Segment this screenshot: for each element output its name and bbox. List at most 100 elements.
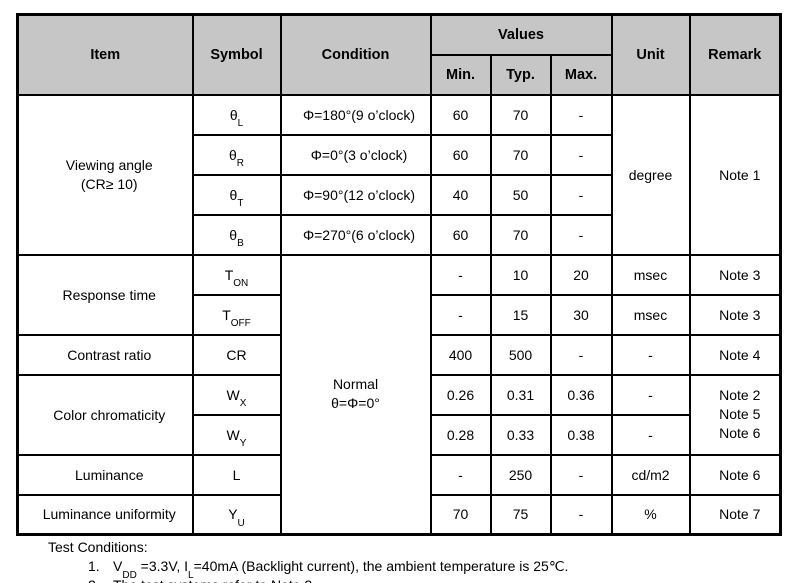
cell-unit-w-y: - — [610, 413, 691, 456]
cell-unit-l: cd/m2 — [610, 453, 691, 496]
symbol-base: T — [224, 266, 234, 283]
cell-typ-theta-l: 70 — [489, 93, 552, 136]
symbol-base: W — [226, 386, 240, 403]
test-condition-2: 2. The test systems refer to Note 2 — [88, 576, 800, 583]
chromaticity-remark-line2: Note 5 — [719, 406, 761, 422]
symbol-sub: T — [237, 198, 244, 210]
test-condition-2-text: The test systems refer to Note 2 — [113, 576, 312, 583]
cell-symbol-t-off: TOFF — [191, 293, 282, 336]
cell-typ-t-off: 15 — [489, 293, 552, 336]
cell-typ-t-on: 10 — [489, 253, 552, 296]
row-w-x: Color chromaticity WX 0.26 0.31 0.36 - N… — [16, 373, 782, 456]
normal-condition-line1: Normal — [332, 376, 379, 393]
test-conditions-title: Test Conditions: — [48, 539, 148, 555]
cell-symbol-cr: CR — [191, 333, 282, 376]
cell-min-t-off: - — [429, 293, 492, 336]
header-remark: Remark — [688, 13, 782, 96]
test-condition-1-number: 1. — [88, 558, 100, 574]
symbol-base: CR — [226, 346, 247, 363]
cell-max-y-u: - — [549, 493, 613, 536]
cell-unit-t-off: msec — [610, 293, 691, 336]
symbol-base: θ — [228, 146, 237, 163]
row-theta-t: θT Φ=90°(12 o’clock) 40 50 - — [18, 173, 781, 216]
header-unit: Unit — [610, 13, 691, 96]
cell-remark-t-off: Note 3 — [688, 293, 782, 336]
cell-max-l: - — [549, 453, 613, 496]
chromaticity-remark-line1: Note 2 — [719, 387, 761, 403]
header-typ: Typ. — [489, 53, 552, 96]
row-theta-b: θB Φ=270°(6 o’clock) 60 70 - — [18, 213, 781, 256]
cell-item-luminance-uniformity: Luminance uniformity — [16, 493, 194, 536]
cell-symbol-t-on: TON — [191, 253, 282, 296]
row-w-y: WY 0.28 0.33 0.38 - — [18, 413, 781, 456]
cell-max-theta-r: - — [549, 133, 613, 176]
cell-typ-cr: 500 — [489, 333, 552, 376]
symbol-base: T — [222, 306, 231, 323]
cell-unit-cr: - — [610, 333, 691, 376]
cell-max-t-off: 30 — [549, 293, 613, 336]
cell-min-theta-l: 60 — [429, 93, 492, 136]
symbol-base: θ — [229, 226, 238, 243]
test-condition-1: 1. VDD =3.3V, IL=40mA (Backlight current… — [88, 557, 800, 580]
cell-min-theta-t: 40 — [429, 173, 492, 216]
cell-typ-theta-r: 70 — [489, 133, 552, 176]
viewing-angle-line1: Viewing angle — [65, 156, 153, 173]
symbol-base: Y — [228, 506, 238, 523]
cell-cond-theta-l: Φ=180°(9 o’clock) — [279, 93, 432, 136]
header-min: Min. — [429, 53, 492, 96]
test-condition-2-number: 2. — [88, 576, 113, 583]
symbol-sub: OFF — [230, 318, 251, 330]
row-theta-l: Viewing angle (CR≥ 10) θL Φ=180°(9 o’clo… — [16, 93, 782, 256]
cell-unit-viewing-angle: degree — [610, 93, 691, 256]
cell-remark-chromaticity: Note 2 Note 5 Note 6 — [688, 373, 782, 456]
cell-min-y-u: 70 — [429, 493, 492, 536]
cell-max-cr: - — [549, 333, 613, 376]
cell-symbol-y-u: YU — [191, 493, 282, 536]
cell-item-luminance: Luminance — [16, 453, 194, 496]
cell-typ-theta-t: 50 — [489, 173, 552, 216]
symbol-sub: X — [239, 398, 247, 410]
row-luminance-uniformity: Luminance uniformity YU 70 75 - % Note 7 — [16, 493, 782, 536]
text-part: =3.3V, I — [136, 558, 189, 574]
cell-max-w-y: 0.38 — [549, 413, 613, 456]
header-condition: Condition — [279, 13, 432, 96]
header-row-2: Min. Typ. Max. — [18, 53, 781, 96]
cell-min-w-x: 0.26 — [429, 373, 492, 416]
cell-remark-l: Note 6 — [688, 453, 782, 496]
symbol-base: θ — [229, 186, 238, 203]
text-sub: L — [188, 569, 194, 581]
cell-max-w-x: 0.36 — [549, 373, 613, 416]
cell-cond-theta-b: Φ=270°(6 o’clock) — [279, 213, 432, 256]
cell-min-theta-b: 60 — [429, 213, 492, 256]
cell-remark-y-u: Note 7 — [688, 493, 782, 536]
row-t-off: TOFF - 15 30 msec Note 3 — [18, 293, 782, 336]
cell-item-viewing-angle: Viewing angle (CR≥ 10) — [16, 93, 194, 256]
symbol-sub: U — [237, 518, 245, 530]
text-part: =40mA (Backlight current), the ambient t… — [193, 558, 569, 574]
normal-condition-line2: θ=Φ=0° — [331, 395, 380, 412]
header-row-1: Item Symbol Condition Values Unit Remark — [16, 13, 782, 96]
symbol-sub: ON — [233, 278, 249, 290]
symbol-base: L — [232, 466, 241, 483]
cell-remark-t-on: Note 3 — [688, 253, 782, 296]
test-conditions: Test Conditions: 1. VDD =3.3V, IL=40mA (… — [0, 538, 800, 583]
cell-symbol-w-y: WY — [191, 413, 282, 456]
header-max: Max. — [549, 53, 613, 96]
cell-symbol-theta-t: θT — [191, 173, 282, 216]
row-t-on: Response time TON Normal θ=Φ=0° - 10 20 … — [16, 253, 782, 536]
cell-typ-w-y: 0.33 — [489, 413, 552, 456]
symbol-sub: L — [237, 118, 244, 130]
symbol-base: θ — [229, 106, 238, 123]
symbol-base: W — [226, 426, 240, 443]
row-contrast-ratio: Contrast ratio CR 400 500 - - Note 4 — [16, 333, 782, 376]
cell-min-cr: 400 — [429, 333, 492, 376]
chromaticity-remark-line3: Note 6 — [719, 425, 761, 441]
cell-typ-y-u: 75 — [489, 493, 552, 536]
text-part: V — [113, 558, 123, 574]
header-symbol: Symbol — [191, 13, 282, 96]
cell-symbol-w-x: WX — [191, 373, 282, 416]
cell-cond-theta-t: Φ=90°(12 o’clock) — [279, 173, 432, 216]
cell-typ-w-x: 0.31 — [489, 373, 552, 416]
cell-unit-y-u: % — [610, 493, 691, 536]
